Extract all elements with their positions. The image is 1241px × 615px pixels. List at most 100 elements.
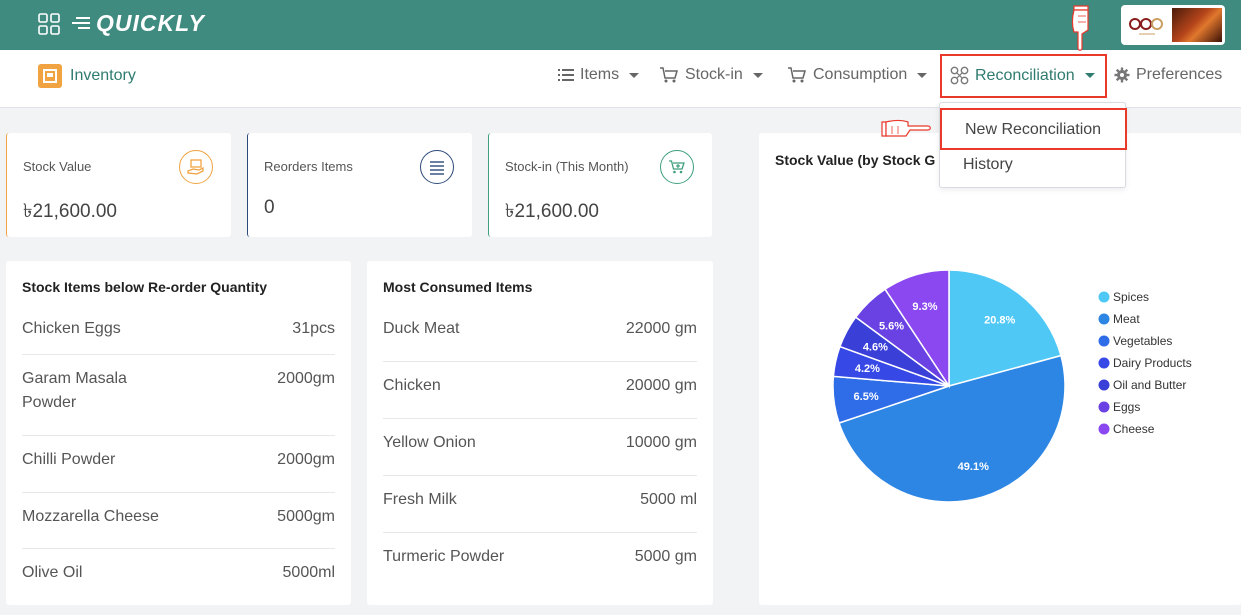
stock-value-chart-card: Stock Value (by Stock G 20.8% 49.1% 6.5% 4.… [759, 133, 1241, 605]
kpi-title: Reorders Items [264, 159, 353, 174]
kpi-title: Stock Value [23, 159, 92, 174]
legend-label: Eggs [1113, 400, 1140, 414]
legend-label: Cheese [1113, 422, 1155, 436]
item-name: Yellow Onion [383, 434, 476, 451]
chevron-down-icon [629, 72, 640, 78]
pie-label: 5.6% [879, 320, 904, 332]
card-title: Stock Items below Re-order Quantity [22, 279, 268, 295]
cart-icon [660, 67, 678, 83]
legend-label: Spices [1113, 290, 1149, 304]
list-item: Fresh Milk 5000 ml [383, 476, 697, 533]
nav-reconciliation-label: Reconciliation [975, 66, 1075, 84]
top-bar: QUICKLY [0, 0, 1241, 50]
pie-label: 4.6% [863, 342, 888, 354]
cart-icon [788, 67, 806, 83]
reconciliation-icon [950, 66, 969, 85]
reorder-items-card: Stock Items below Re-order Quantity Chic… [6, 261, 351, 605]
pointing-hand-right-icon [881, 119, 931, 137]
legend-swatch [1098, 357, 1110, 369]
kpi-card-stock-in: Stock-in (This Month) ৳21,600.00 [488, 133, 712, 237]
kpi-value: ৳21,600.00 [23, 201, 117, 222]
list-icon [558, 69, 574, 81]
list-item: Garam Masala Powder 2000gm [22, 355, 335, 436]
legend-swatch [1098, 379, 1110, 391]
pie-slice-cheese[interactable] [884, 269, 950, 389]
chevron-down-icon [1084, 73, 1095, 78]
brand-logo-icon [1129, 18, 1163, 35]
item-name: Fresh Milk [383, 491, 457, 508]
menu-item-new-reconciliation[interactable]: New Reconciliation [940, 108, 1127, 150]
module-label: Inventory [70, 67, 136, 84]
nav-preferences[interactable]: Preferences [1114, 66, 1222, 84]
legend-swatch [1098, 401, 1110, 413]
item-qty: 20000 gm [625, 377, 697, 394]
highlight-box [940, 54, 1107, 98]
pie-chart: 20.8% 49.1% 6.5% 4.2% 4.6% 5.6% 9.3% Spices Meat… [832, 269, 1192, 503]
nav-items-label: Items [580, 66, 620, 83]
nav-items[interactable]: Items [558, 66, 640, 84]
item-name: Mozzarella Cheese [22, 508, 159, 525]
list-item: Mozzarella Cheese 5000gm [22, 493, 335, 549]
legend-item[interactable]: Oil and Butter [1098, 378, 1187, 392]
list-item: Olive Oil 5000ml [22, 549, 335, 599]
kpi-value: 0 [264, 197, 275, 218]
kpi-title: Stock-in (This Month) [505, 159, 629, 174]
list-item: Chilli Powder 2000gm [22, 436, 335, 493]
list-icon [420, 150, 454, 184]
list-item: Chicken Eggs 31pcs [22, 305, 335, 355]
legend-item[interactable]: Cheese [1098, 422, 1155, 436]
kpi-value: ৳21,600.00 [505, 201, 599, 222]
logo-text: QUICKLY [96, 10, 205, 36]
list-item: Yellow Onion 10000 gm [383, 419, 697, 476]
legend-label: Oil and Butter [1113, 378, 1186, 392]
legend-swatch [1098, 313, 1110, 325]
list-item: Duck Meat 22000 gm [383, 305, 697, 362]
menu-item-history[interactable]: History [963, 156, 1013, 173]
legend-item[interactable]: Meat [1098, 312, 1141, 326]
pie-label: 4.2% [855, 363, 880, 375]
item-qty: 5000 ml [640, 491, 697, 508]
item-qty: 31pcs [292, 320, 335, 337]
chart-title: Stock Value (by Stock G [775, 152, 936, 168]
legend-swatch [1098, 291, 1110, 303]
app-logo[interactable]: QUICKLY [72, 10, 205, 37]
item-name: Chicken Eggs [22, 320, 121, 337]
item-name: Garam Masala Powder [22, 370, 127, 411]
item-qty: 5000ml [282, 564, 335, 581]
legend-label: Dairy Products [1113, 356, 1192, 370]
legend-item[interactable]: Spices [1098, 290, 1150, 304]
nav-reconciliation[interactable]: Reconciliation [950, 66, 1095, 85]
legend-item[interactable]: Eggs [1098, 400, 1141, 414]
nav-preferences-label: Preferences [1136, 66, 1223, 83]
legend-label: Vegetables [1113, 334, 1172, 348]
gear-icon [1114, 67, 1130, 83]
item-name: Chicken [383, 377, 441, 394]
user-avatar[interactable] [1121, 5, 1225, 45]
legend-swatch [1098, 335, 1110, 347]
kpi-card-reorders: Reorders Items 0 [247, 133, 472, 237]
money-hand-icon [179, 150, 213, 184]
legend-item[interactable]: Vegetables [1098, 334, 1173, 348]
reconciliation-dropdown: New Reconciliation History [939, 102, 1127, 188]
nav-consumption[interactable]: Consumption [787, 66, 928, 84]
pie-label: 9.3% [912, 301, 937, 313]
pointing-hand-down-icon [1071, 5, 1089, 51]
most-consumed-card: Most Consumed Items Duck Meat 22000 gm Ch… [367, 261, 713, 605]
nav-stock-in[interactable]: Stock-in [659, 66, 763, 84]
inventory-module-link[interactable]: Inventory [38, 64, 136, 88]
item-qty: 2000gm [277, 451, 335, 468]
legend-label: Meat [1113, 312, 1140, 326]
module-nav-bar: Inventory Items Stock-in Consumption [0, 50, 1241, 108]
apps-grid-icon[interactable] [38, 13, 60, 35]
list-item: Chicken 20000 gm [383, 362, 697, 419]
legend-item[interactable]: Dairy Products [1098, 356, 1192, 370]
item-qty: 22000 gm [625, 320, 697, 337]
item-name: Olive Oil [22, 564, 83, 581]
item-qty: 5000 gm [634, 548, 697, 565]
nav-stock-in-label: Stock-in [685, 66, 743, 83]
inventory-icon [38, 64, 62, 88]
pie-slice-spices[interactable] [948, 269, 1062, 387]
item-qty: 10000 gm [625, 434, 697, 451]
pie-slice-meat[interactable] [838, 354, 1066, 503]
item-qty: 2000gm [277, 370, 335, 387]
